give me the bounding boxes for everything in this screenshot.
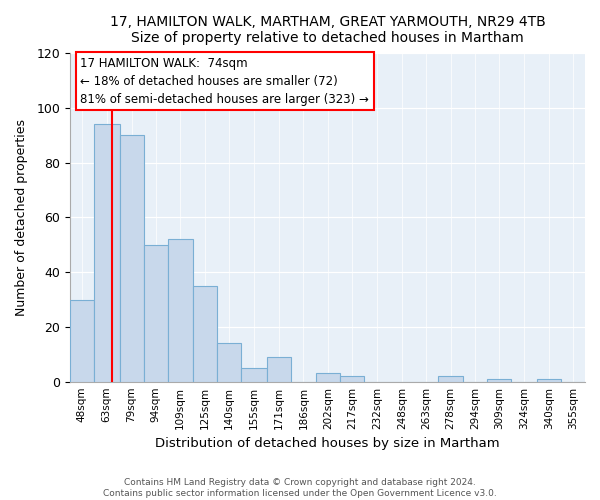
Bar [217, 344, 241, 382]
Text: Contains HM Land Registry data © Crown copyright and database right 2024.
Contai: Contains HM Land Registry data © Crown c… [103, 478, 497, 498]
X-axis label: Distribution of detached houses by size in Martham: Distribution of detached houses by size … [155, 437, 500, 450]
Bar [193, 286, 217, 382]
Bar [537, 379, 561, 382]
Bar [487, 379, 511, 382]
Bar [70, 300, 94, 382]
Title: 17, HAMILTON WALK, MARTHAM, GREAT YARMOUTH, NR29 4TB
Size of property relative t: 17, HAMILTON WALK, MARTHAM, GREAT YARMOU… [110, 15, 545, 45]
Bar [94, 124, 119, 382]
Text: 17 HAMILTON WALK:  74sqm
← 18% of detached houses are smaller (72)
81% of semi-d: 17 HAMILTON WALK: 74sqm ← 18% of detache… [80, 56, 369, 106]
Bar [241, 368, 266, 382]
Bar [119, 136, 143, 382]
Y-axis label: Number of detached properties: Number of detached properties [15, 119, 28, 316]
Bar [167, 240, 193, 382]
Bar [438, 376, 463, 382]
Bar [143, 245, 167, 382]
Bar [340, 376, 364, 382]
Bar [316, 374, 340, 382]
Bar [266, 357, 290, 382]
